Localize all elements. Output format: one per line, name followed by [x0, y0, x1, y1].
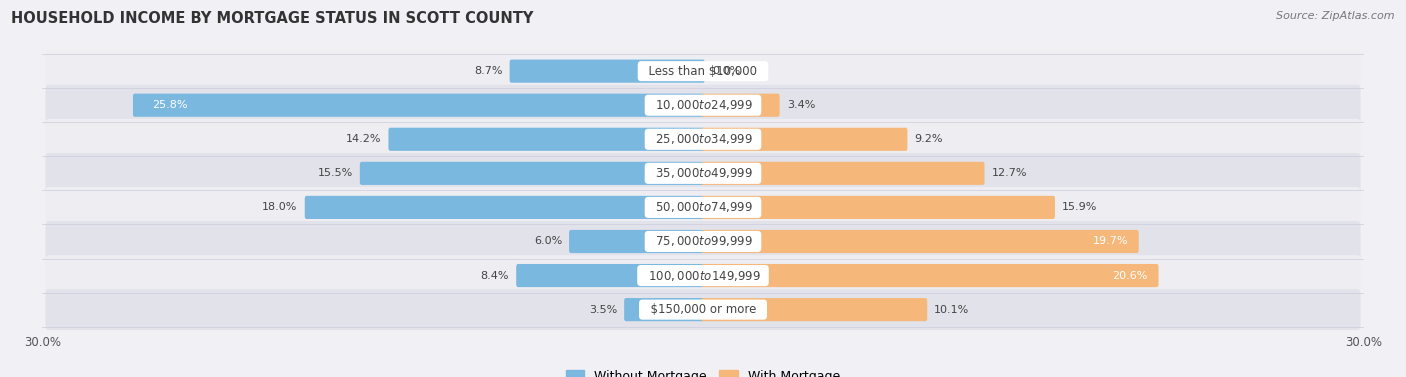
FancyBboxPatch shape — [45, 187, 1361, 228]
Text: 15.9%: 15.9% — [1062, 202, 1098, 212]
Text: $10,000 to $24,999: $10,000 to $24,999 — [648, 98, 758, 112]
Text: $100,000 to $149,999: $100,000 to $149,999 — [641, 268, 765, 282]
Text: 20.6%: 20.6% — [1112, 271, 1147, 280]
FancyBboxPatch shape — [516, 264, 704, 287]
Text: $25,000 to $34,999: $25,000 to $34,999 — [648, 132, 758, 146]
FancyBboxPatch shape — [509, 60, 704, 83]
FancyBboxPatch shape — [305, 196, 704, 219]
FancyBboxPatch shape — [134, 93, 704, 117]
Text: 8.7%: 8.7% — [474, 66, 502, 76]
FancyBboxPatch shape — [569, 230, 704, 253]
FancyBboxPatch shape — [702, 162, 984, 185]
Text: $150,000 or more: $150,000 or more — [643, 303, 763, 316]
FancyBboxPatch shape — [702, 298, 927, 321]
FancyBboxPatch shape — [45, 289, 1361, 330]
Text: Less than $10,000: Less than $10,000 — [641, 64, 765, 78]
Text: 3.4%: 3.4% — [787, 100, 815, 110]
Text: 18.0%: 18.0% — [263, 202, 298, 212]
Text: 19.7%: 19.7% — [1092, 236, 1128, 247]
Text: 8.4%: 8.4% — [481, 271, 509, 280]
FancyBboxPatch shape — [45, 255, 1361, 296]
Text: $50,000 to $74,999: $50,000 to $74,999 — [648, 201, 758, 215]
FancyBboxPatch shape — [360, 162, 704, 185]
FancyBboxPatch shape — [45, 119, 1361, 160]
FancyBboxPatch shape — [702, 264, 1159, 287]
FancyBboxPatch shape — [45, 85, 1361, 126]
Text: 15.5%: 15.5% — [318, 169, 353, 178]
FancyBboxPatch shape — [45, 221, 1361, 262]
Text: 0.0%: 0.0% — [711, 66, 740, 76]
Text: HOUSEHOLD INCOME BY MORTGAGE STATUS IN SCOTT COUNTY: HOUSEHOLD INCOME BY MORTGAGE STATUS IN S… — [11, 11, 534, 26]
Text: 6.0%: 6.0% — [534, 236, 562, 247]
FancyBboxPatch shape — [702, 128, 907, 151]
Text: 12.7%: 12.7% — [991, 169, 1026, 178]
FancyBboxPatch shape — [702, 93, 780, 117]
Text: Source: ZipAtlas.com: Source: ZipAtlas.com — [1277, 11, 1395, 21]
FancyBboxPatch shape — [388, 128, 704, 151]
FancyBboxPatch shape — [45, 153, 1361, 194]
Text: $75,000 to $99,999: $75,000 to $99,999 — [648, 234, 758, 248]
Text: 14.2%: 14.2% — [346, 134, 381, 144]
FancyBboxPatch shape — [45, 51, 1361, 92]
FancyBboxPatch shape — [624, 298, 704, 321]
Text: 9.2%: 9.2% — [914, 134, 943, 144]
Text: $35,000 to $49,999: $35,000 to $49,999 — [648, 166, 758, 180]
Legend: Without Mortgage, With Mortgage: Without Mortgage, With Mortgage — [561, 365, 845, 377]
FancyBboxPatch shape — [702, 196, 1054, 219]
Text: 3.5%: 3.5% — [589, 305, 617, 315]
Text: 10.1%: 10.1% — [934, 305, 970, 315]
Text: 25.8%: 25.8% — [152, 100, 188, 110]
FancyBboxPatch shape — [702, 230, 1139, 253]
